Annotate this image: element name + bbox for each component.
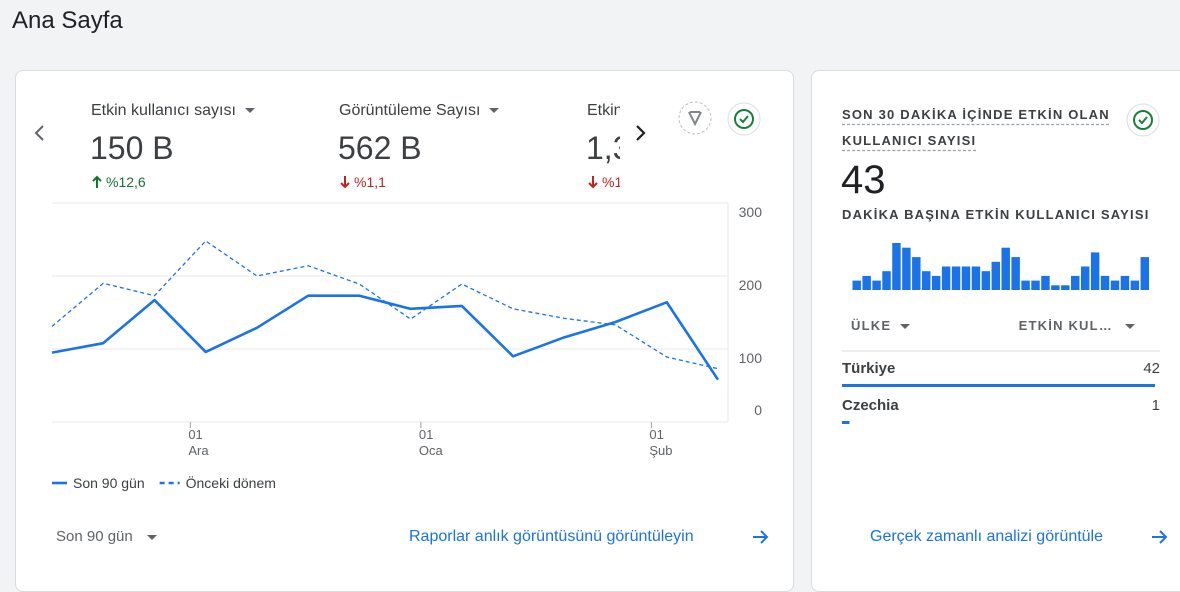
caret	[1125, 324, 1135, 330]
y-tick-label: 300	[739, 204, 763, 220]
metric-change: %1,1	[354, 174, 386, 190]
link-arrow	[1152, 530, 1168, 544]
metric-label: Etkin	[587, 102, 620, 119]
bar	[1061, 285, 1070, 290]
bar	[991, 261, 1000, 290]
count-bar	[842, 384, 1155, 387]
page-title: Ana Sayfa	[12, 7, 123, 34]
trend-up-icon	[92, 175, 102, 188]
bar	[1011, 257, 1020, 290]
bar	[1001, 247, 1010, 290]
bar	[882, 271, 891, 290]
x-tick-label: 01 Oca	[418, 427, 443, 458]
trend-arrow	[340, 176, 350, 189]
bar	[1140, 257, 1149, 290]
check-glyph	[739, 115, 749, 124]
column-header[interactable]: ÜLKE	[851, 318, 911, 333]
bar	[1090, 252, 1100, 290]
badge-glyph	[688, 111, 702, 127]
country-count: 42	[1143, 360, 1160, 377]
bar	[1031, 280, 1040, 290]
trend-arrow	[92, 175, 102, 188]
trend-down-icon	[340, 176, 350, 189]
check-button[interactable]	[727, 102, 761, 136]
series-line	[51, 240, 719, 370]
country-name: Türkiye	[842, 360, 896, 377]
report-link[interactable]: Raporlar anlık görüntüsünü görüntüleyin	[409, 528, 694, 545]
metric-change: %12,6	[106, 174, 146, 190]
bar	[872, 280, 881, 290]
legend-label: Son 90 gün	[73, 475, 145, 491]
metric-value: 562 B	[338, 130, 422, 166]
bar	[1120, 275, 1130, 290]
metric-clip: Etkin kullanıcı sayısı 150 B %12,6 Görüntül…	[80, 90, 620, 200]
range-selector[interactable]: Son 90 gün	[56, 528, 157, 545]
country-name: Czechia	[842, 397, 899, 414]
metric-value: 150 B	[90, 130, 174, 166]
check-icon	[734, 109, 754, 129]
bar	[852, 280, 861, 290]
bar	[1041, 275, 1050, 290]
realtime-subtitle: DAKİKA BAŞINA ETKİN KULLANICI SAYISI	[842, 207, 1150, 222]
trend-down-icon	[588, 176, 598, 189]
metric-label[interactable]: Görüntüleme Sayısı	[339, 102, 500, 120]
bar	[902, 247, 911, 290]
realtime-value: 43	[841, 158, 886, 202]
metric-label[interactable]: Etkin kullanıcı sayısı	[91, 102, 255, 120]
bar	[1080, 266, 1090, 290]
bar	[981, 271, 991, 290]
y-tick-label: 200	[739, 277, 763, 293]
column-label: ÜLKE	[851, 318, 892, 333]
next-arrow[interactable]	[636, 125, 646, 141]
bar	[922, 271, 931, 290]
bar	[1110, 280, 1120, 290]
page: Ana Sayfa Etkin kullanıcı sayısı 150 B %12…	[12, 7, 1180, 592]
legend-label: Önceki dönem	[186, 474, 276, 491]
bar	[1021, 280, 1030, 290]
badge-icon[interactable]	[678, 101, 712, 135]
caret	[489, 108, 500, 114]
bar	[971, 266, 981, 290]
bar	[892, 243, 901, 290]
y-tick-label: 100	[739, 350, 763, 366]
column-header[interactable]: ETKİN KUL…	[1019, 318, 1135, 333]
realtime-link[interactable]: Gerçek zamanlı analizi görüntüle	[870, 528, 1104, 545]
metric-value: 1,3	[586, 130, 620, 166]
range-label: Son 90 gün	[56, 528, 133, 545]
realtime-card	[811, 70, 1180, 592]
prev-arrow[interactable]	[34, 125, 44, 141]
bar	[951, 266, 961, 290]
realtime-title: SON 30 DAKİKA İÇİNDE ETKİN OLAN KULLANIC…	[842, 107, 1110, 148]
link-arrow	[753, 530, 769, 544]
count-bar	[842, 421, 850, 424]
bar	[912, 257, 921, 290]
bar	[1051, 285, 1060, 290]
series-line	[51, 294, 720, 381]
trend-arrow	[588, 176, 598, 189]
caret	[900, 324, 911, 330]
x-tick-label: 01 Şub	[649, 427, 673, 458]
bar	[941, 266, 951, 290]
overlay: 0 100 200 300 Son 90 gün Önceki dönem	[34, 101, 1168, 544]
bar	[961, 266, 971, 290]
bar	[1071, 275, 1080, 290]
check-button[interactable]	[1126, 103, 1160, 137]
bar	[1100, 275, 1110, 290]
country-count: 1	[1151, 397, 1160, 414]
check-icon	[1133, 110, 1153, 130]
column-label: ETKİN KUL…	[1018, 318, 1113, 333]
bar	[862, 275, 871, 290]
metric-change: %1	[602, 174, 620, 190]
caret	[244, 108, 255, 114]
x-tick-label: 01 Ara	[188, 427, 209, 458]
check-glyph	[1138, 116, 1148, 125]
y-tick-label: 0	[754, 402, 762, 418]
caret	[146, 534, 157, 540]
bar	[931, 275, 941, 290]
overview-card	[15, 70, 794, 592]
bar	[1130, 280, 1140, 290]
